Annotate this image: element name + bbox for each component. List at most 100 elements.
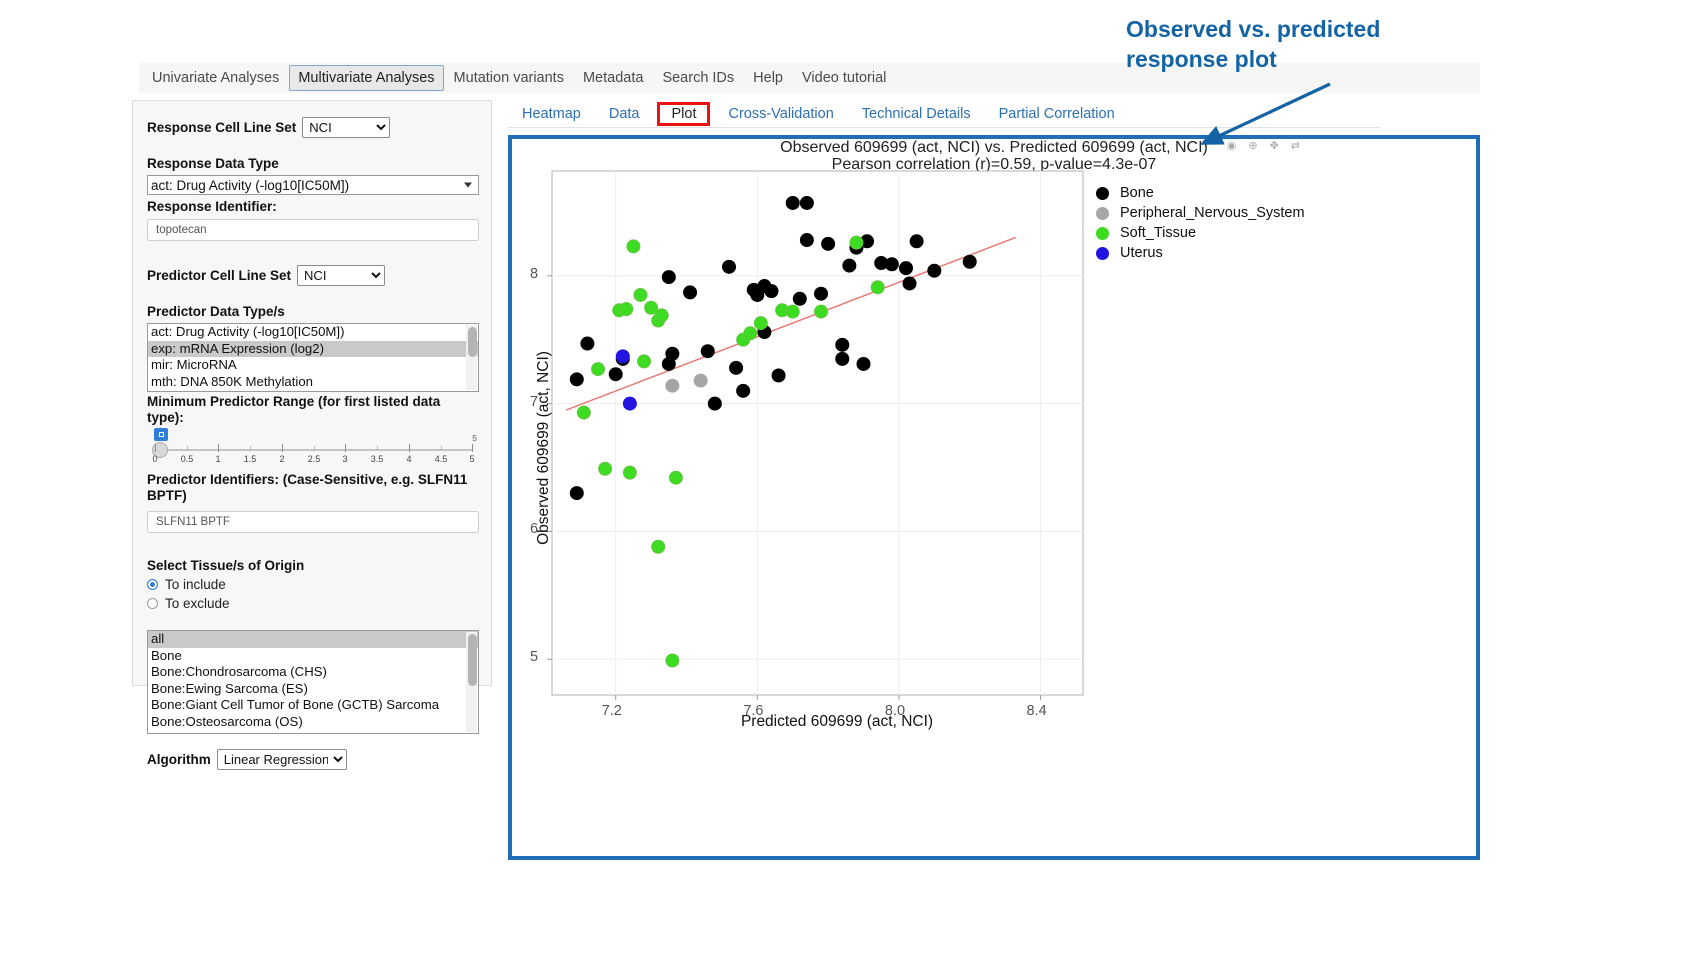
- predictor-data-type-option-mth[interactable]: mth: DNA 850K Methylation: [151, 373, 313, 389]
- slider-tick-5: 5: [469, 454, 475, 464]
- plot-container: Observed 609699 (act, NCI) vs. Predicted…: [512, 139, 1476, 856]
- response-data-type-select[interactable]: act: Drug Activity (-log10[IC50M]): [147, 175, 479, 195]
- y-tick-label: 5: [530, 649, 539, 666]
- nav-item-multivariate-analyses[interactable]: Multivariate Analyses: [289, 65, 444, 91]
- predictor-cell-line-set-select[interactable]: NCI: [297, 265, 386, 286]
- y-tick-label: 6: [530, 521, 539, 538]
- legend-item-peripheral-nervous-system[interactable]: Peripheral_Nervous_System: [1096, 203, 1305, 223]
- tissue-option-bone[interactable]: Bone: [151, 647, 182, 663]
- slider-tick-4: 4: [406, 454, 412, 464]
- tab-data[interactable]: Data: [608, 106, 640, 122]
- legend-item-soft-tissue[interactable]: Soft_Tissue: [1096, 223, 1305, 243]
- tissue-radio-exclude-label: To exclude: [165, 596, 230, 611]
- tab-cross-validation[interactable]: Cross-Validation: [728, 106, 834, 122]
- legend-item-bone[interactable]: Bone: [1096, 183, 1305, 203]
- legend-dot-uterus: [1096, 246, 1109, 260]
- tissue-option-sarcoma[interactable]: Bone:Sarcoma: [148, 730, 478, 733]
- slider-tick-05: 0.5: [180, 454, 194, 464]
- predictor-data-types-scroll-thumb[interactable]: [468, 327, 477, 357]
- y-tick-label: 7: [530, 393, 539, 410]
- predictor-cell-line-set-row: Predictor Cell Line Set NCI: [147, 265, 477, 286]
- min-predictor-range-label: Minimum Predictor Range (for first liste…: [147, 394, 441, 425]
- tissue-radio-include[interactable]: To include: [147, 577, 477, 592]
- camera-icon[interactable]: ◉: [1226, 140, 1237, 152]
- predictor-cell-line-set-label: Predictor Cell Line Set: [147, 268, 292, 283]
- predictor-data-types-label: Predictor Data Type/s: [147, 304, 285, 319]
- annotation-arrow-icon: [1200, 82, 1331, 145]
- chart-title: Observed 609699 (act, NCI) vs. Predicted…: [780, 139, 1208, 156]
- legend-dot-soft-tissue: [1096, 226, 1109, 240]
- slider-max-label: 5: [472, 433, 477, 443]
- y-tick-label: 8: [530, 265, 539, 282]
- x-tick-label: 7.2: [601, 703, 622, 719]
- zoom-icon[interactable]: ⊕: [1248, 140, 1258, 152]
- tissue-listbox[interactable]: all Bone Bone:Chondrosarcoma (CHS) Bone:…: [147, 630, 479, 734]
- tissue-option-all[interactable]: all: [148, 631, 478, 648]
- tissue-option-chs[interactable]: Bone:Chondrosarcoma (CHS): [151, 664, 327, 679]
- predictor-data-type-option-exp[interactable]: exp: mRNA Expression (log2): [148, 340, 478, 357]
- x-axis-label: Predicted 609699 (act, NCI): [740, 713, 934, 730]
- chart-subtitle: Pearson correlation (r)=0.59, p-value=4.…: [831, 156, 1157, 173]
- predictor-data-type-option-mir[interactable]: mir: MicroRNA: [151, 357, 237, 372]
- plot-frame: Observed 609699 (act, NCI) vs. Predicted…: [508, 135, 1480, 860]
- tab-partial-correlation[interactable]: Partial Correlation: [998, 106, 1115, 122]
- nav-item-univariate-analyses[interactable]: Univariate Analyses: [152, 70, 280, 86]
- algorithm-select[interactable]: Linear Regression: [216, 749, 347, 770]
- slider-tick-0: 0: [152, 454, 158, 464]
- tissue-option-gctb[interactable]: Bone:Giant Cell Tumor of Bone (GCTB) Sar…: [151, 697, 440, 712]
- response-cell-line-set-select[interactable]: NCI: [302, 117, 391, 138]
- slider-tick-45: 4.5: [434, 454, 448, 464]
- legend-item-uterus[interactable]: Uterus: [1096, 243, 1305, 263]
- controls-sidebar: Response Cell Line Set NCI Response Data…: [132, 100, 492, 770]
- predictor-data-type-option-act[interactable]: act: Drug Activity (-log10[IC50M]): [151, 324, 345, 339]
- slider-tick-3: 3: [342, 454, 348, 464]
- tissue-of-origin-label: Select Tissue/s of Origin: [147, 558, 305, 573]
- predictor-identifiers-label: Predictor Identifiers: (Case-Sensitive, …: [147, 472, 468, 503]
- radio-include-icon[interactable]: [147, 579, 158, 590]
- chart-legend: Bone Peripheral_Nervous_System Soft_Tiss…: [1096, 183, 1305, 263]
- response-identifier-input[interactable]: topotecan: [147, 219, 479, 241]
- pan-icon[interactable]: ✥: [1269, 140, 1279, 152]
- tissue-radio-exclude[interactable]: To exclude: [147, 596, 477, 611]
- predictor-identifiers-input[interactable]: SLFN11 BPTF: [147, 511, 479, 533]
- main-navbar: Univariate Analyses Multivariate Analyse…: [139, 63, 1480, 93]
- tissue-option-os[interactable]: Bone:Osteosarcoma (OS): [151, 713, 303, 729]
- legend-label-pns: Peripheral_Nervous_System: [1120, 205, 1305, 221]
- nav-item-mutation-variants[interactable]: Mutation variants: [453, 70, 564, 86]
- autoscale-icon[interactable]: ⇄: [1290, 140, 1300, 152]
- plot-tabbar: Heatmap Data Plot Cross-Validation Techn…: [508, 101, 1380, 128]
- nav-item-metadata[interactable]: Metadata: [582, 70, 644, 86]
- slider-value-bubble: [154, 428, 168, 441]
- slider-tick-15: 1.5: [243, 454, 257, 464]
- response-identifier-value: topotecan: [156, 224, 207, 236]
- chevron-down-icon: [464, 182, 472, 188]
- nav-item-help[interactable]: Help: [753, 70, 783, 86]
- tissue-scroll-thumb[interactable]: [468, 634, 477, 686]
- algorithm-row: Algorithm Linear Regression: [147, 749, 477, 770]
- legend-label-soft-tissue: Soft_Tissue: [1120, 225, 1197, 241]
- response-data-type-value: act: Drug Activity (-log10[IC50M]): [151, 177, 350, 193]
- min-predictor-range-slider[interactable]: 5 0 0.5 1 1.5 2 2.5 3 3.5 4 4.5 5: [147, 428, 477, 470]
- nav-item-search-ids[interactable]: Search IDs: [662, 70, 735, 86]
- tab-technical-details[interactable]: Technical Details: [861, 106, 971, 122]
- predictor-data-types-listbox[interactable]: act: Drug Activity (-log10[IC50M]) exp: …: [147, 323, 479, 392]
- response-data-type-label: Response Data Type: [147, 156, 279, 171]
- nav-item-video-tutorial[interactable]: Video tutorial: [802, 70, 887, 86]
- response-cell-line-set-row: Response Cell Line Set NCI: [147, 117, 477, 138]
- slider-tick-2: 2: [279, 454, 285, 464]
- tab-heatmap[interactable]: Heatmap: [522, 106, 581, 122]
- plot-toolbar[interactable]: ◉ ⊕ ✥ ⇄: [1227, 139, 1300, 152]
- tissue-radio-include-label: To include: [165, 577, 226, 592]
- response-cell-line-set-label: Response Cell Line Set: [147, 120, 297, 135]
- slider-tick-35: 3.5: [370, 454, 384, 464]
- slider-knob[interactable]: [152, 442, 168, 458]
- legend-dot-bone: [1096, 186, 1109, 200]
- legend-label-uterus: Uterus: [1120, 245, 1163, 261]
- radio-exclude-icon[interactable]: [147, 598, 158, 609]
- tissue-option-es[interactable]: Bone:Ewing Sarcoma (ES): [151, 680, 308, 696]
- algorithm-label: Algorithm: [147, 752, 211, 767]
- predictor-data-types-scrollbar[interactable]: [466, 325, 477, 390]
- tab-plot[interactable]: Plot: [657, 102, 711, 126]
- annotation-text: Observed vs. predicted response plot: [1126, 14, 1456, 74]
